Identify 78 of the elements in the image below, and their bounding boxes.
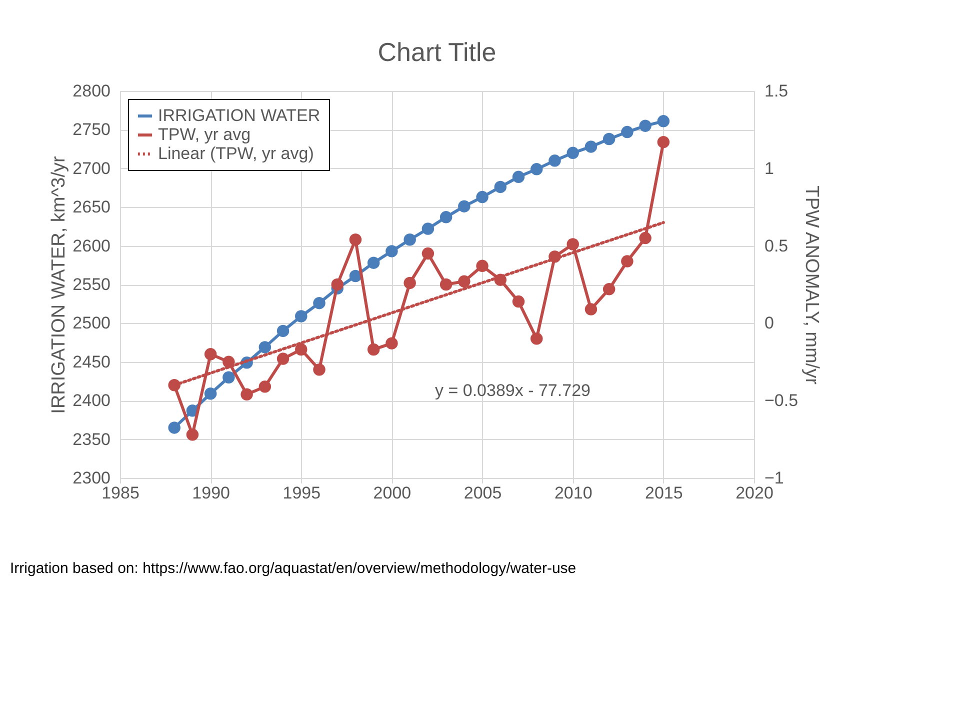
point: [639, 120, 652, 132]
y-axis-title: IRRIGATION WATER, km^3/yr: [48, 155, 70, 414]
y-tick-label: 2500: [72, 314, 110, 333]
point: [566, 238, 579, 250]
point: [386, 245, 398, 258]
legend-label: IRRIGATION WATER: [158, 106, 320, 125]
point: [566, 146, 579, 160]
y2-tick-label: 1: [764, 158, 774, 178]
y-tick-label: 2650: [72, 198, 110, 217]
y2-tick-label: 1.5: [764, 82, 788, 100]
point: [657, 136, 670, 148]
point: [476, 190, 488, 204]
y2-tick-label: 0: [764, 314, 774, 333]
x-tick-label: 1990: [192, 484, 230, 502]
y2-axis-title: TPW ANOMALY, mm/yr: [801, 186, 822, 386]
point: [258, 380, 272, 393]
legend-label: Linear (TPW, yr avg): [158, 144, 314, 163]
y-tick-label: 2400: [72, 391, 110, 410]
point: [204, 348, 217, 360]
point: [657, 115, 670, 128]
point: [313, 296, 326, 310]
y-tick-label: 2350: [72, 430, 110, 449]
text: Irrigation based on: https://www.fao.org/aquastat/en/overview/methodology/water-use: [10, 560, 576, 577]
point: [422, 247, 434, 260]
y-tick-label: 2450: [72, 352, 110, 372]
point: [295, 343, 308, 356]
point: [349, 233, 362, 246]
y-tick-label: 2800: [72, 82, 110, 100]
point: [639, 232, 652, 244]
point: [204, 388, 217, 400]
point: [458, 275, 470, 288]
point: [621, 126, 634, 138]
point: [602, 132, 616, 146]
annotation: y = 0.0389x - 77.729: [435, 381, 590, 400]
point: [186, 428, 199, 441]
point: [349, 270, 362, 282]
point: [258, 341, 272, 354]
point: [276, 324, 290, 338]
point: [458, 200, 470, 212]
point: [367, 256, 380, 269]
y-tick-label: 2600: [72, 236, 110, 256]
point: [313, 364, 326, 376]
point: [404, 276, 416, 290]
point: [512, 170, 525, 184]
legend-label: TPW, yr avg: [158, 125, 251, 144]
point: [602, 283, 616, 296]
x-tick-label: 2000: [373, 484, 412, 502]
point: [530, 163, 543, 176]
point: [276, 352, 290, 365]
x-tick-label: 1995: [282, 484, 321, 502]
y2-tick-label: 0.5: [764, 236, 788, 256]
point: [331, 278, 344, 291]
point: [512, 295, 525, 308]
point: [584, 140, 598, 153]
point: [548, 154, 561, 167]
point: [222, 371, 235, 384]
chart-title: Chart Title: [378, 37, 496, 67]
point: [295, 310, 308, 322]
point: [440, 211, 452, 224]
y-tick-label: 2750: [72, 120, 110, 140]
point: [621, 255, 634, 268]
point: [422, 222, 434, 235]
point: [584, 303, 598, 316]
point: [367, 343, 380, 356]
point: [530, 332, 543, 345]
point: [240, 388, 253, 401]
point: [440, 278, 452, 291]
y-tick-label: 2700: [72, 158, 110, 178]
point: [494, 180, 507, 194]
point: [168, 422, 180, 434]
point: [476, 260, 488, 272]
x-tick-label: 2015: [645, 484, 683, 502]
point: [386, 337, 398, 350]
x-tick-label: 2005: [464, 484, 502, 502]
y-tick-label: 2550: [72, 275, 110, 294]
point: [404, 233, 416, 246]
y2-tick-label: −0.5: [764, 391, 798, 410]
x-tick-label: 2010: [554, 484, 592, 502]
